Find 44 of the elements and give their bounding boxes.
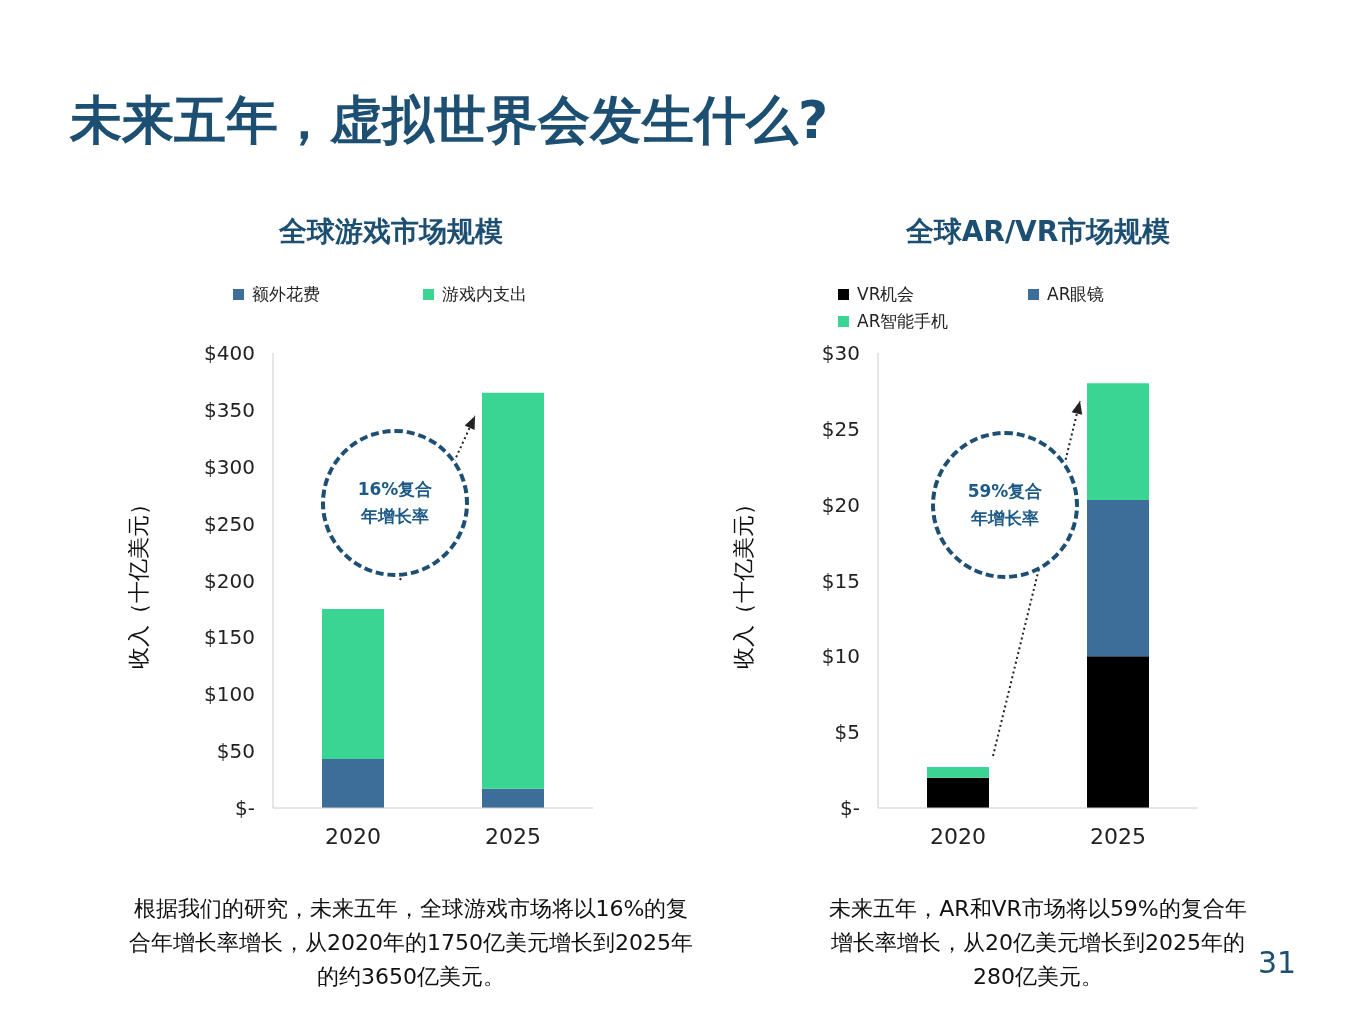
annotation: 59%复合年增长率 [966, 479, 1044, 530]
x-tick-label: 2020 [325, 823, 381, 849]
legend-label: 游戏内支出 [441, 283, 528, 306]
dashed-circle: 16%复合年增长率 [321, 429, 469, 577]
bar [1087, 500, 1149, 657]
annotation: 16%复合年增长率 [356, 477, 434, 528]
y-tick-label: $30 [821, 341, 860, 366]
legend-label: AR智能手机 [856, 310, 950, 333]
y-tick-label: $20 [821, 492, 860, 517]
chart-title: 全球游戏市场规模 [278, 214, 504, 250]
y-tick-label: $400 [204, 341, 255, 366]
legend-label: VR机会 [856, 283, 916, 306]
bar [927, 777, 989, 808]
y-tick-label: $15 [821, 568, 860, 593]
y-tick-label: $300 [204, 454, 255, 479]
y-tick-label: $- [235, 796, 255, 821]
x-tick-label: 2025 [485, 823, 541, 849]
y-tick-label: $250 [204, 511, 255, 536]
y-tick-label: $- [840, 796, 860, 821]
y-tick-label: $200 [204, 568, 255, 593]
y-tick-label: $25 [821, 416, 860, 441]
dashed-circle: 59%复合年增长率 [931, 431, 1079, 579]
y-tick-label: $150 [204, 625, 255, 650]
y-tick-label: $100 [204, 682, 255, 707]
y-tick-label: $50 [216, 739, 255, 764]
x-tick-label: 2020 [930, 823, 986, 849]
text: 未来五年，虚拟世界会发生什么? [70, 89, 829, 152]
legend-label: AR眼镜 [1046, 283, 1106, 306]
bar [927, 767, 989, 778]
y-tick-label: $350 [204, 397, 255, 422]
chart-title: 全球AR/VR市场规模 [904, 214, 1172, 250]
text: 根据我们的研究，未来五年，全球游戏市场将以16%的复合年增长率增长，从2020年的1750亿美元增长到2025年的约3650亿美元。 [128, 895, 694, 992]
x-tick-label: 2025 [1090, 823, 1146, 849]
legend-label: 额外花费 [251, 283, 321, 306]
text: 未来五年，AR和VR市场将以59%的复合年增长率增长，从20亿美元增长到2025年的280亿美元。 [828, 895, 1248, 992]
bar [482, 392, 544, 789]
bar [482, 788, 544, 808]
bar [322, 759, 384, 808]
text: 31 [1258, 945, 1297, 980]
y-tick-label: $10 [821, 644, 860, 669]
bar [322, 608, 384, 760]
bar [1087, 656, 1149, 808]
bar [1087, 383, 1149, 501]
y-tick-label: $5 [834, 720, 860, 745]
